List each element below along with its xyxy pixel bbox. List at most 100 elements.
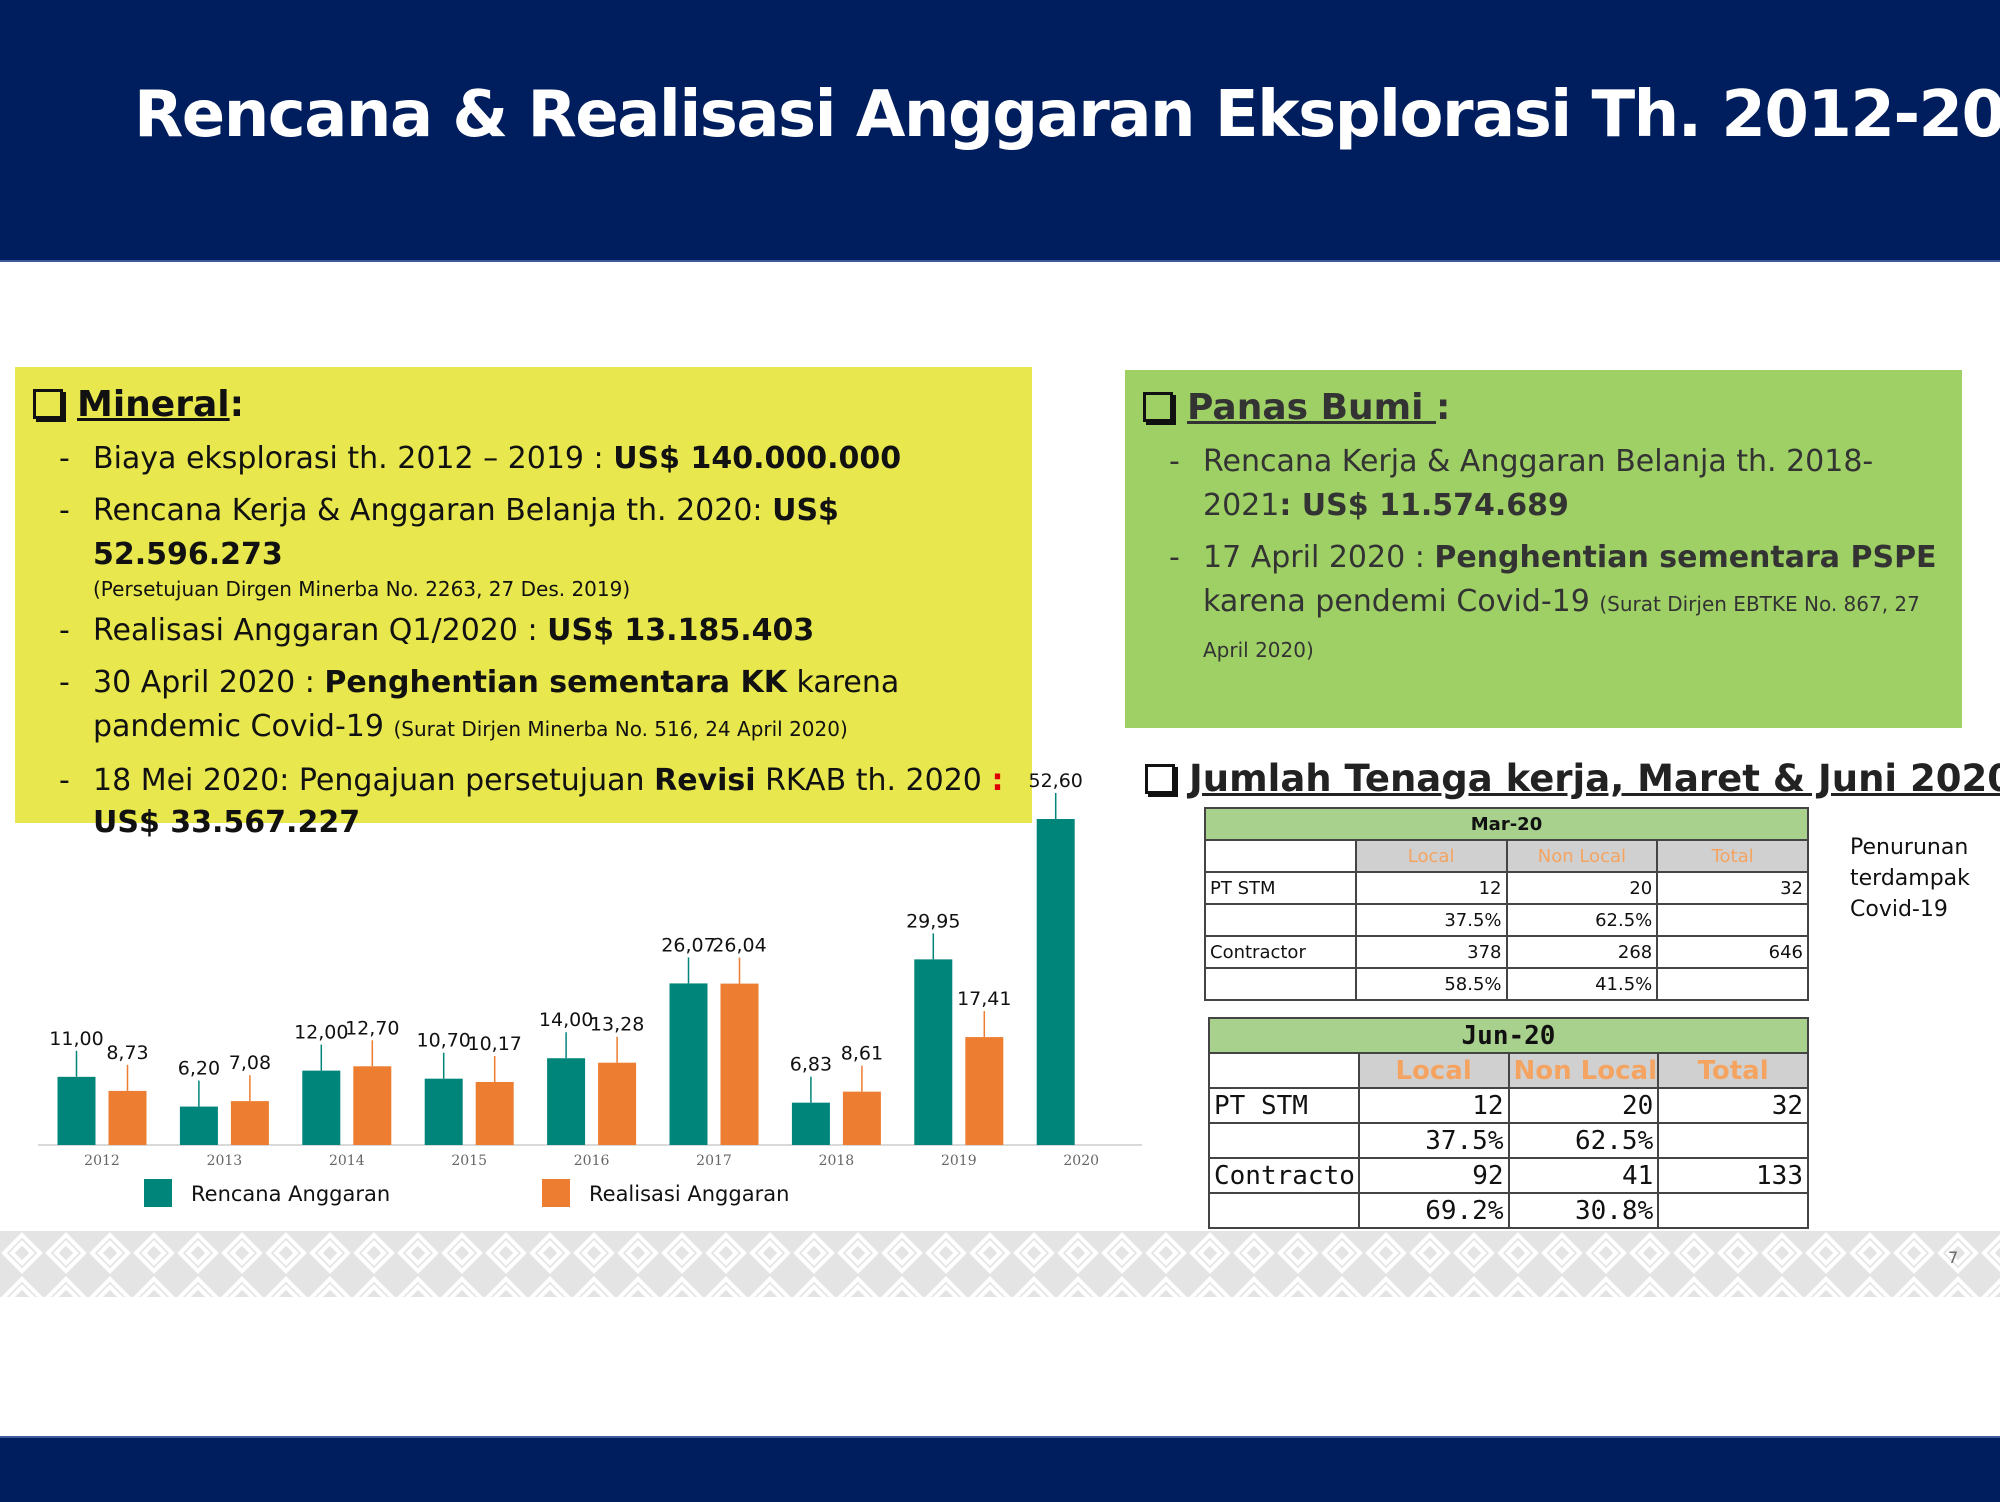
bar [57,1076,96,1145]
text-segment: US$ 52.596.273 [93,493,839,572]
header-row: Local Non Local Total [1204,839,1809,873]
text-segment: Panas Bumi [1187,386,1437,428]
heading-text: Jumlah Tenaga kerja, Maret & Juni 2020 [1189,757,2000,800]
data-label: 29,95 [906,910,960,932]
bar [302,1070,341,1145]
table-cell: 62.5% [1505,903,1659,937]
bar [914,959,953,1145]
header-cell [1208,1052,1360,1089]
bar [179,1106,218,1145]
table-cell: 12 [1354,871,1508,905]
header-cell: Local [1354,839,1508,873]
table-row: PT STM 12 20 32 [1208,1087,1809,1124]
table-row: 37.5% 62.5% [1204,903,1809,937]
x-tick-label: 2016 [574,1153,610,1169]
table-cell: 32 [1657,1087,1809,1124]
header-cell: Non Local [1505,839,1659,873]
table-cell [1208,1192,1360,1229]
data-label: 26,07 [661,934,715,956]
table-cell: 58.5% [1354,967,1508,1001]
bar [547,1058,586,1145]
title-row: Mar-20 [1204,807,1809,841]
x-tick-label: 2019 [941,1153,977,1169]
table-cell [1657,1192,1809,1229]
text-segment: (Surat Dirjen Minerba No. 516, 24 April … [393,717,848,741]
workforce-heading: Jumlah Tenaga kerja, Maret & Juni 2020 [1145,757,2000,800]
table-cell [1657,1122,1809,1159]
text-segment: US$ 13.185.403 [547,613,815,648]
table-row: PT STM 12 20 32 [1204,871,1809,905]
legend-swatch [542,1179,570,1207]
table-cell [1656,903,1809,937]
header-row: Local Non Local Total [1208,1052,1809,1089]
text-segment: : [991,763,1004,798]
bar [598,1062,637,1145]
x-tick-label: 2013 [207,1153,243,1169]
text-segment: karena pendemi Covid-19 [1203,584,1600,619]
note-line: Penurunan [1850,835,1969,860]
table-cell: 37.5% [1357,1122,1510,1159]
bar [791,1102,830,1145]
bar [424,1078,463,1145]
checkbox-icon [1143,392,1173,422]
x-tick-label: 2014 [329,1153,365,1169]
data-label: 7,08 [229,1052,271,1074]
bar [965,1037,1004,1145]
footer-band [0,1436,2000,1502]
x-tick-label: 2017 [696,1153,732,1169]
table-cell: Contractor [1208,1157,1360,1194]
table-cell: 133 [1657,1157,1809,1194]
page-number: 7 [1948,1248,1959,1267]
mineral-list: Biaya eksplorasi th. 2012 – 2019 : US$ 1… [33,437,1032,843]
table-cell: PT STM [1204,871,1357,905]
header-cell [1204,839,1357,873]
table-row: 37.5% 62.5% [1208,1122,1809,1159]
text-segment: Realisasi Anggaran Q1/2020 : [93,613,548,648]
table-row: 58.5% 41.5% [1204,967,1809,1001]
text-segment: Biaya eksplorasi th. 2012 – 2019 : [93,441,614,476]
text-segment: : [1436,386,1451,428]
text-segment: US$ 140.000.000 [613,441,902,476]
table-cell: 20 [1507,1087,1660,1124]
text-segment: 30 April 2020 : [93,665,325,700]
slide-title: Rencana & Realisasi Anggaran Eksplorasi … [134,78,2000,152]
table-mar20: Mar-20 Local Non Local Total PT STM 12 20 32 37.… [1204,807,1809,1001]
note-line: Covid-19 [1850,897,1948,922]
bar [1036,819,1075,1145]
table-row: Contractor 92 41 133 [1208,1157,1809,1194]
bar [842,1091,881,1145]
text-segment: 17 April 2020 : [1203,540,1435,575]
bar [108,1090,147,1145]
header-cell: Non Local [1507,1052,1660,1089]
text-segment: Revisi [654,763,756,798]
checkbox-icon [33,389,63,419]
data-label: 11,00 [49,1028,103,1050]
table-cell: 646 [1656,935,1809,969]
x-tick-label: 2018 [819,1153,855,1169]
legend-swatch [144,1179,172,1207]
table-cell: 12 [1357,1087,1510,1124]
text-segment: (Persetujuan Dirgen Minerba No. 2263, 27… [93,577,631,601]
legend-label: Realisasi Anggaran [589,1182,789,1206]
bar [353,1066,392,1145]
table-title: Jun-20 [1208,1017,1809,1054]
legend-label: Rencana Anggaran [191,1182,390,1206]
data-label: 26,04 [712,935,766,957]
data-label: 17,41 [957,988,1011,1010]
table-cell: 92 [1357,1157,1510,1194]
list-item: 17 April 2020 : Penghentian sementara PS… [1143,536,1942,672]
data-label: 10,17 [467,1033,521,1055]
checkbox-icon [1145,763,1175,794]
note: Penurunan terdampak Covid-19 [1850,832,1970,925]
table-cell: 69.2% [1357,1192,1510,1229]
list-item: Biaya eksplorasi th. 2012 – 2019 : US$ 1… [33,437,1032,481]
text-segment: : US$ 11.574.689 [1279,488,1569,523]
table-cell [1204,903,1357,937]
data-label: 13,28 [590,1014,644,1036]
table-title: Mar-20 [1204,807,1809,841]
panas-list: Rencana Kerja & Anggaran Belanja th. 201… [1143,440,1942,672]
title-row: Jun-20 [1208,1017,1809,1054]
table-cell [1656,967,1809,1001]
bar [475,1081,514,1145]
